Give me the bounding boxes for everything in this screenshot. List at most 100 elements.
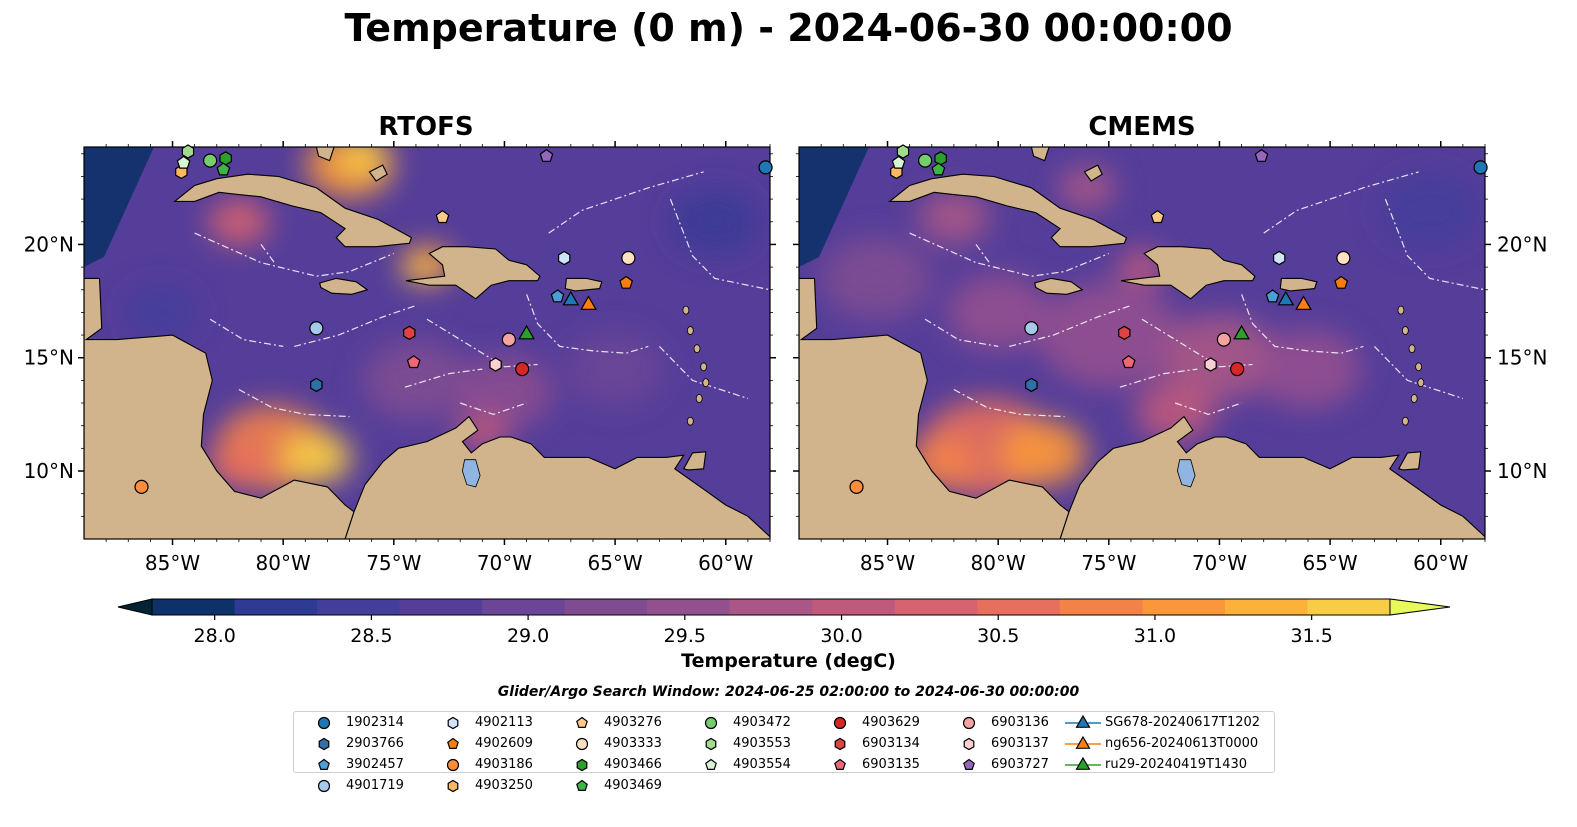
colorbar-tick-label: 30.0: [820, 625, 862, 645]
legend-marker-icon: [963, 758, 975, 770]
land-bahamas1: [315, 147, 335, 162]
legend-marker-icon: [318, 758, 330, 770]
colorbar-segment: [317, 599, 401, 615]
eez-boundary: [658, 345, 749, 400]
platform-4903276: [1150, 209, 1165, 224]
eez-boundary: [1175, 402, 1242, 416]
lon-tick-label: 60°W: [1413, 551, 1468, 575]
platform-4902113: [1272, 250, 1286, 266]
eez-boundary: [669, 198, 770, 291]
eez-boundary: [209, 318, 284, 347]
map-panel-cmems[interactable]: 85°W 80°W 75°W 70°W 65°W 60°W 20°N 15°N 10°N: [793, 141, 1547, 575]
eez-boundary: [404, 368, 483, 388]
legend-label: 3902457: [346, 757, 404, 772]
legend-marker-icon: [576, 779, 588, 791]
platform-4901719: [1024, 321, 1039, 336]
platform-6903135: [406, 355, 421, 369]
colorbar-segment: [812, 599, 896, 615]
platform-4902113: [557, 250, 571, 266]
eez-boundary: [909, 232, 1110, 277]
colorbar-tick-label: 31.0: [1134, 625, 1176, 645]
legend-marker-icon: [833, 716, 847, 730]
lake-maracaibo: [461, 459, 481, 488]
legend-label: 1902314: [346, 715, 404, 730]
land-bahamas2: [368, 164, 388, 182]
land-hispaniola: [405, 246, 541, 300]
glider-ng656-20240613T0000: [580, 295, 597, 310]
platform-3902457: [1265, 289, 1280, 303]
legend-label: SG678-20240617T1202: [1105, 715, 1261, 730]
platform-4903333: [621, 250, 636, 266]
legend-marker-icon: [575, 737, 589, 751]
legend-marker-icon: [705, 758, 717, 770]
land-southAmerica: [1059, 415, 1485, 539]
legend-label: 4903466: [604, 757, 662, 772]
colorbar-tick-label: 31.5: [1290, 625, 1332, 645]
lon-tick-label: 80°W: [971, 551, 1026, 575]
platform-4903472: [918, 153, 933, 168]
lake-maracaibo: [1176, 459, 1196, 488]
lat-tick-label: 10°N: [24, 459, 74, 483]
platform-4903553: [896, 144, 910, 159]
legend-marker-icon: [317, 716, 331, 730]
glider-SG678-20240617T1202: [562, 290, 580, 306]
search-window-caption: Glider/Argo Search Window: 2024-06-25 02…: [497, 684, 1080, 700]
map-panel-rtofs[interactable]: 85°W 80°W 75°W 70°W 65°W 60°W 20°N 15°N 10°N: [24, 132, 776, 575]
eez-boundary: [460, 402, 527, 416]
platform-1902314: [758, 160, 773, 175]
land-jamaica: [319, 277, 369, 295]
legend-label: ng656-20240613T0000: [1105, 736, 1259, 751]
platform-4901719: [309, 321, 324, 336]
legend-marker-icon: [705, 737, 717, 751]
platform-2903766: [310, 377, 323, 393]
glider-ru29-20240419T1430: [1233, 324, 1250, 340]
legend-label: 4903554: [733, 757, 791, 772]
eez-boundary: [1373, 345, 1464, 400]
lat-tick-label: 15°N: [1497, 346, 1547, 370]
lon-tick-label: 65°W: [587, 551, 642, 575]
lat-tick-label: 15°N: [24, 346, 74, 370]
platform-4903276: [435, 209, 450, 224]
lat-tick-label: 10°N: [1497, 459, 1547, 483]
legend-marker-icon: [576, 758, 588, 772]
land-centralAmerica: [799, 277, 1070, 539]
legend-marker-icon: [317, 779, 331, 793]
colorbar-segment: [1307, 599, 1391, 615]
platform-4902609: [1334, 275, 1349, 289]
platform-4903186: [134, 479, 149, 494]
legend-marker-icon: [834, 737, 846, 751]
colorbar-tick-label: 28.5: [350, 625, 392, 645]
map-figure: 85°W 80°W 75°W 70°W 65°W 60°W 20°N 15°N 10°N 85°…: [24, 132, 1547, 645]
platform-6903727: [539, 148, 554, 162]
colorbar-tick-label: 29.5: [664, 625, 706, 645]
legend-marker-icon: [447, 716, 459, 730]
eez-boundary: [548, 171, 704, 234]
legend-marker-icon: [962, 716, 976, 730]
platform-6903134: [1118, 325, 1131, 340]
colorbar-segment: [482, 599, 566, 615]
legend-label: 2903766: [346, 736, 404, 751]
legend-label: 4903186: [475, 757, 533, 772]
colorbar-tick-label: 30.5: [977, 625, 1019, 645]
legend-label: 4903276: [604, 715, 662, 730]
lat-tick-label: 20°N: [1497, 232, 1547, 256]
colorbar-segment: [1059, 599, 1143, 615]
platform-6903136: [1216, 332, 1231, 347]
map-frame: [798, 146, 1486, 540]
legend-label: 4902609: [475, 736, 533, 751]
lon-tick-label: 70°W: [477, 551, 532, 575]
legend-marker-icon: [704, 716, 718, 730]
legend-label: 4903629: [862, 715, 920, 730]
legend-marker-icon: [576, 716, 588, 728]
platform-3902457: [550, 289, 565, 303]
colorbar-label: Temperature (degC): [681, 650, 896, 672]
colorbar-segment: [564, 599, 648, 615]
colorbar-segment: [894, 599, 978, 615]
platform-4902609: [619, 275, 634, 289]
legend-label: 6903134: [862, 736, 920, 751]
glider-ru29-20240419T1430: [518, 324, 535, 340]
colorbar-extend-low: [117, 598, 153, 616]
platform-6903727: [1254, 148, 1269, 162]
legend-label: 4902113: [475, 715, 533, 730]
legend-label: 6903137: [991, 736, 1049, 751]
